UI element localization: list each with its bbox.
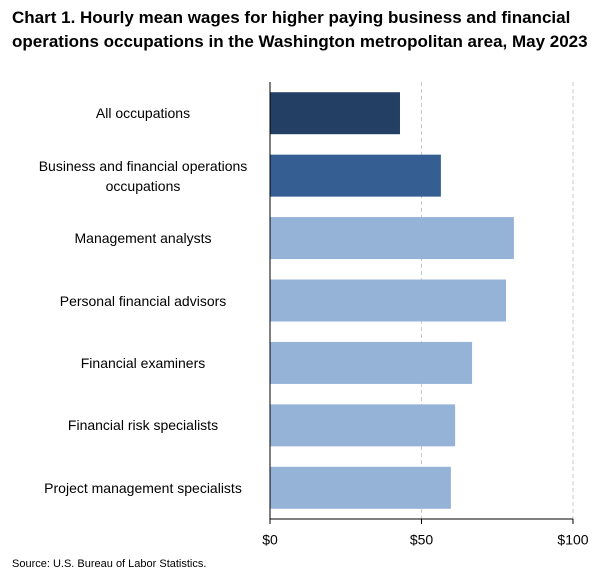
chart-title: Chart 1. Hourly mean wages for higher pa… — [12, 8, 588, 51]
bar — [270, 341, 473, 384]
x-tick-label: $100 — [557, 532, 588, 548]
category-label: Financial examiners — [80, 354, 206, 371]
bar — [270, 404, 456, 447]
bar — [270, 154, 441, 197]
category-label: Personal financial advisors — [59, 292, 227, 309]
bar — [270, 279, 507, 322]
category-label: Project management specialists — [44, 479, 242, 496]
bar — [270, 92, 400, 135]
bar — [270, 217, 514, 260]
category-label: Business and financial operations occupa… — [38, 157, 248, 194]
bar — [270, 466, 451, 509]
source-note: Source: U.S. Bureau of Labor Statistics. — [12, 558, 207, 570]
x-tick-label: $0 — [262, 532, 278, 548]
category-label: Management analysts — [74, 230, 212, 247]
category-label: All occupations — [95, 105, 191, 122]
category-label: Financial risk specialists — [67, 417, 219, 434]
x-tick-label: $50 — [410, 532, 434, 548]
